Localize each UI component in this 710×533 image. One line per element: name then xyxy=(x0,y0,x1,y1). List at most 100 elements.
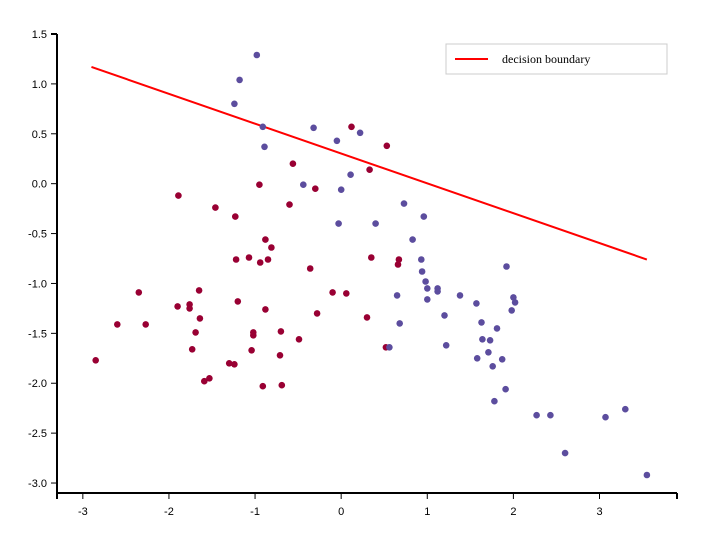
data-point-class-a xyxy=(394,261,402,268)
data-point-class-b xyxy=(479,336,486,343)
data-point-class-b xyxy=(547,411,554,419)
data-point-class-a xyxy=(192,329,199,336)
data-point-class-b xyxy=(418,256,425,263)
data-point-class-b xyxy=(622,405,629,413)
data-point-class-b xyxy=(422,278,429,285)
data-point-class-b xyxy=(503,263,510,270)
data-point-class-b xyxy=(424,285,431,292)
data-point-class-b xyxy=(420,213,428,220)
legend-box xyxy=(445,43,668,75)
data-point-class-b xyxy=(561,449,569,457)
y-tick-label: 1.0 xyxy=(32,79,47,91)
data-point-class-b xyxy=(396,320,404,327)
y-axis: 1.5 1.0 0.5 0.0 -0.5 -1.0 -1.5 -2.0 -2.5 -3.0 xyxy=(28,29,58,493)
data-point-class-a xyxy=(363,314,371,321)
data-point-class-a xyxy=(175,192,182,199)
legend: decision boundary xyxy=(445,43,668,75)
x-tick-label: 3 xyxy=(596,506,602,518)
data-point-class-b xyxy=(643,471,651,479)
data-point-class-a xyxy=(329,289,336,296)
data-point-class-a xyxy=(366,166,373,173)
data-point-class-b xyxy=(418,268,426,275)
data-point-class-a xyxy=(264,256,272,263)
data-point-class-a xyxy=(114,321,121,328)
data-point-class-a xyxy=(277,328,285,335)
data-point-class-a xyxy=(262,306,269,313)
x-tick-label: 0 xyxy=(338,506,344,518)
data-point-class-a xyxy=(231,361,238,368)
data-point-class-b xyxy=(456,292,464,299)
data-point-class-a xyxy=(256,181,263,188)
x-axis: -3 -2 -1 0 1 2 3 xyxy=(56,492,678,518)
data-point-class-a xyxy=(368,254,375,261)
data-point-class-b xyxy=(400,200,408,207)
data-point-class-a xyxy=(245,254,253,261)
data-point-class-b xyxy=(310,124,317,132)
data-point-class-a xyxy=(248,347,255,354)
data-point-class-a xyxy=(256,259,264,266)
data-point-class-b xyxy=(434,288,441,295)
data-point-class-b xyxy=(231,100,238,108)
data-point-class-a xyxy=(262,236,269,243)
data-point-class-b xyxy=(441,312,448,319)
data-point-class-b xyxy=(533,411,540,419)
data-point-class-b xyxy=(508,307,515,314)
decision-boundary-layer xyxy=(91,65,648,261)
data-point-class-a xyxy=(259,382,267,390)
data-point-class-b xyxy=(372,220,379,227)
data-point-class-a xyxy=(276,352,284,359)
data-point-class-a xyxy=(225,360,233,367)
y-tick-label: 0.5 xyxy=(32,129,47,141)
y-tick-label: 1.5 xyxy=(32,29,47,41)
x-tick-label: 2 xyxy=(510,506,516,518)
data-point-class-b xyxy=(259,123,267,131)
data-point-class-a xyxy=(92,357,99,364)
data-point-class-b xyxy=(478,319,485,326)
data-point-class-a xyxy=(395,256,403,263)
y-tick-label: -2.0 xyxy=(28,378,47,390)
data-point-class-b xyxy=(236,76,243,84)
data-point-class-b xyxy=(333,137,341,145)
x-tick-label: -2 xyxy=(164,506,174,518)
data-point-class-a xyxy=(188,346,196,353)
data-point-class-a xyxy=(212,204,219,211)
x-tick-label: -1 xyxy=(250,506,260,518)
data-point-class-b xyxy=(489,363,497,370)
data-point-class-b xyxy=(491,397,498,405)
legend-label: decision boundary xyxy=(502,52,590,66)
y-tick-label: 0.0 xyxy=(32,179,47,191)
x-tick-label: 1 xyxy=(424,506,430,518)
data-point-class-a xyxy=(232,256,240,263)
y-tick-label: -1.0 xyxy=(28,278,47,290)
data-point-class-a xyxy=(206,375,213,382)
data-point-class-b xyxy=(409,236,416,243)
y-tick-label: -3.0 xyxy=(28,478,47,490)
decision-boundary-line xyxy=(91,65,648,261)
data-point-class-a xyxy=(295,336,303,343)
data-point-class-b xyxy=(347,171,354,178)
data-point-class-a xyxy=(196,315,204,322)
data-point-class-b xyxy=(502,385,509,393)
data-point-class-a xyxy=(142,321,149,328)
data-point-class-a xyxy=(312,185,319,192)
data-point-class-a xyxy=(278,381,286,389)
data-point-class-b xyxy=(442,342,450,349)
data-point-class-a xyxy=(174,303,181,310)
data-point-class-b xyxy=(498,356,506,363)
data-point-class-a xyxy=(289,160,297,167)
data-point-class-b xyxy=(602,413,609,421)
data-point-class-a xyxy=(343,290,350,297)
y-tick-label: -2.5 xyxy=(28,428,47,440)
data-point-class-b xyxy=(486,337,494,344)
data-point-class-b xyxy=(335,220,342,227)
data-point-class-b xyxy=(510,294,517,301)
data-point-class-b xyxy=(473,355,481,362)
y-tick-label: -1.5 xyxy=(28,328,47,340)
data-point-class-a xyxy=(195,287,203,294)
data-point-class-b xyxy=(424,296,431,303)
data-point-class-b xyxy=(261,143,268,151)
data-point-class-a xyxy=(348,123,355,131)
data-point-class-b xyxy=(300,181,307,188)
data-point-class-a xyxy=(234,298,242,305)
